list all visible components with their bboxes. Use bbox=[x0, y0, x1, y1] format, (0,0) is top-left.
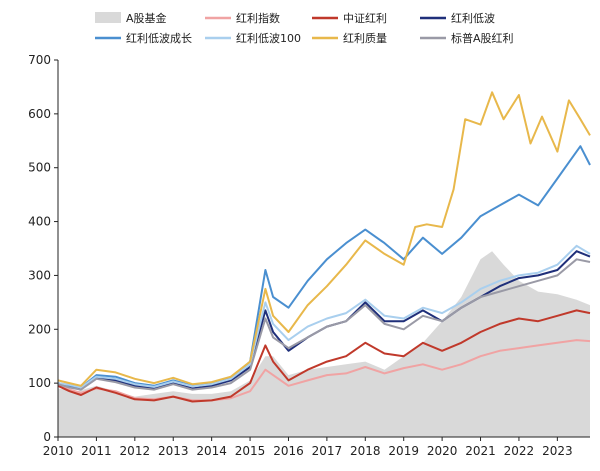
y-tick-label: 600 bbox=[28, 107, 51, 121]
series-line bbox=[57, 145, 591, 389]
series-line bbox=[57, 91, 591, 387]
legend-swatch bbox=[95, 12, 121, 23]
y-tick-label: 100 bbox=[28, 376, 51, 390]
x-tick-label: 2017 bbox=[312, 444, 343, 458]
x-tick-label: 2013 bbox=[158, 444, 189, 458]
legend-item: 标普A股红利 bbox=[420, 31, 514, 45]
legend-item: 红利低波成长 bbox=[95, 32, 192, 45]
legend-item: 红利质量 bbox=[312, 32, 387, 45]
series-area bbox=[58, 251, 590, 437]
y-axis-ticks: 0 100 200 300 400 500 600 700 bbox=[28, 53, 58, 444]
legend-label: 红利低波 bbox=[451, 12, 495, 25]
x-tick-label: 2018 bbox=[350, 444, 381, 458]
x-tick-label: 2020 bbox=[427, 444, 458, 458]
legend-item: A股基金 bbox=[95, 11, 167, 25]
x-tick-label: 2012 bbox=[120, 444, 151, 458]
series-line bbox=[57, 309, 591, 403]
x-tick-label: 2015 bbox=[235, 444, 266, 458]
x-tick-label: 2014 bbox=[196, 444, 227, 458]
legend-label: 红利低波成长 bbox=[126, 32, 192, 45]
x-axis-ticks: 2010 2011 2012 2013 2014 2015 2016 2017 2018 2019… bbox=[43, 437, 573, 458]
x-tick-label: 2016 bbox=[273, 444, 304, 458]
x-tick-label: 2019 bbox=[388, 444, 419, 458]
legend-label: 红利低波100 bbox=[236, 32, 301, 45]
x-tick-label: 2011 bbox=[81, 444, 112, 458]
x-tick-label: 2010 bbox=[43, 444, 74, 458]
y-tick-label: 300 bbox=[28, 268, 51, 282]
series-line bbox=[57, 258, 591, 391]
series-line bbox=[57, 339, 591, 402]
x-tick-label: 2022 bbox=[504, 444, 535, 458]
legend-label: 标普A股红利 bbox=[451, 31, 514, 45]
series-line bbox=[57, 244, 591, 389]
legend-label: A股基金 bbox=[126, 11, 167, 25]
legend-label: 中证红利 bbox=[343, 12, 387, 25]
y-tick-label: 0 bbox=[43, 430, 51, 444]
legend-item: 红利指数 bbox=[205, 11, 280, 25]
legend-item: 红利低波100 bbox=[205, 32, 301, 45]
y-tick-label: 700 bbox=[28, 53, 51, 67]
x-tick-label: 2021 bbox=[465, 444, 496, 458]
x-tick-label: 2023 bbox=[542, 444, 573, 458]
legend-label: 红利质量 bbox=[343, 32, 387, 45]
plot-area bbox=[57, 91, 591, 437]
legend-item: 红利低波 bbox=[420, 12, 495, 25]
y-tick-label: 400 bbox=[28, 215, 51, 229]
y-tick-label: 200 bbox=[28, 322, 51, 336]
legend-label: 红利指数 bbox=[236, 11, 280, 25]
y-tick-label: 500 bbox=[28, 161, 51, 175]
legend-item: 中证红利 bbox=[312, 12, 387, 25]
